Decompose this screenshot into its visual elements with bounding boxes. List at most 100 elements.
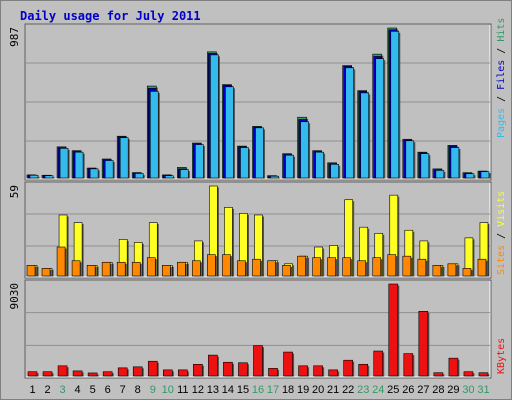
- bar-kbytes: [403, 353, 414, 377]
- y-max-label: 987: [8, 27, 21, 47]
- x-tick-label: 16: [252, 384, 264, 396]
- bar-kbytes: [313, 365, 323, 377]
- bar-kbytes: [178, 369, 188, 377]
- bar-kbytes: [147, 360, 158, 377]
- bar-sites: [327, 257, 336, 277]
- bar-kbytes: [223, 361, 233, 377]
- bar-kbytes: [253, 345, 263, 377]
- bar-pages: [74, 151, 84, 179]
- bar-sites: [447, 263, 457, 277]
- bar-sites: [26, 265, 36, 277]
- x-tick-label: 17: [267, 384, 279, 396]
- bar-pages: [360, 92, 370, 179]
- legend-pages-files-hits: Pages / Files / Hits: [496, 18, 507, 138]
- bar-sites: [192, 260, 201, 277]
- bar-sites: [161, 265, 171, 277]
- y-max-label: 9030: [8, 283, 21, 310]
- x-tick-label: 23: [357, 384, 369, 396]
- chart-title: Daily usage for July 2011: [20, 9, 201, 23]
- bar-kbytes: [448, 357, 459, 377]
- x-tick-label: 11: [177, 384, 188, 396]
- bar-pages: [465, 173, 475, 179]
- bar-sites: [417, 258, 427, 277]
- bar-kbytes: [42, 371, 53, 377]
- bar-pages: [315, 151, 324, 179]
- bar-sites: [71, 260, 81, 277]
- bar-pages: [180, 169, 189, 179]
- x-tick-label: 31: [477, 384, 489, 396]
- bar-sites: [116, 261, 126, 277]
- bar-pages: [450, 147, 460, 179]
- bar-kbytes: [433, 372, 444, 377]
- bar-kbytes: [193, 363, 203, 377]
- bar-sites: [146, 257, 156, 277]
- bar-sites: [372, 257, 382, 277]
- bar-sites: [477, 258, 487, 277]
- x-tick-label: 10: [162, 384, 174, 396]
- x-tick-label: 7: [120, 384, 126, 396]
- x-tick-label: 13: [207, 384, 219, 396]
- bar-kbytes: [283, 351, 293, 377]
- bar-sites: [357, 260, 367, 277]
- bar-pages: [59, 148, 69, 179]
- x-tick-label: 20: [312, 384, 324, 396]
- x-tick-label: 28: [432, 384, 444, 396]
- bar-kbytes: [117, 367, 128, 377]
- y-max-label: 59: [8, 185, 21, 198]
- bar-kbytes: [373, 350, 384, 377]
- bar-kbytes: [27, 371, 38, 377]
- x-tick-label: 30: [462, 384, 474, 396]
- x-tick-label: 24: [372, 384, 384, 396]
- bar-pages: [270, 175, 279, 179]
- x-tick-label: 1: [29, 384, 35, 396]
- x-tick-label: 27: [417, 384, 429, 396]
- x-tick-label: 25: [387, 384, 399, 396]
- bar-sites: [207, 254, 216, 277]
- bar-sites: [432, 265, 442, 277]
- bar-pages: [89, 168, 99, 179]
- bar-kbytes: [268, 368, 278, 377]
- x-tick-label: 3: [60, 384, 66, 396]
- bar-sites: [41, 268, 51, 277]
- bar-sites: [131, 261, 141, 277]
- bar-sites: [312, 257, 321, 277]
- bar-sites: [222, 254, 231, 277]
- bar-kbytes: [72, 370, 83, 377]
- x-tick-label: 12: [192, 384, 204, 396]
- bar-kbytes: [358, 363, 369, 377]
- bar-sites: [462, 268, 472, 277]
- bar-kbytes: [87, 372, 98, 377]
- x-tick-label: 15: [237, 384, 249, 396]
- bar-pages: [240, 147, 249, 179]
- bar-sites: [267, 260, 276, 277]
- bar-kbytes: [328, 369, 338, 377]
- bar-kbytes: [238, 362, 248, 377]
- bar-kbytes: [298, 365, 308, 377]
- bar-sites: [101, 261, 111, 277]
- bar-pages: [480, 171, 490, 179]
- bar-pages: [29, 174, 39, 179]
- bar-pages: [390, 31, 400, 179]
- bar-kbytes: [132, 366, 143, 377]
- x-tick-label: 9: [150, 384, 156, 396]
- bar-pages: [225, 86, 234, 179]
- bar-pages: [195, 144, 204, 179]
- bar-pages: [210, 54, 219, 179]
- bar-kbytes: [418, 311, 429, 377]
- bar-sites: [237, 260, 246, 277]
- x-tick-label: 29: [447, 384, 459, 396]
- x-tick-label: 26: [402, 384, 414, 396]
- bar-pages: [420, 153, 430, 179]
- bar-pages: [44, 175, 54, 179]
- bar-pages: [330, 164, 339, 179]
- x-tick-label: 2: [44, 384, 50, 396]
- bar-sites: [86, 265, 96, 277]
- bar-sites: [56, 246, 66, 277]
- x-tick-label: 19: [297, 384, 309, 396]
- bar-pages: [405, 140, 415, 179]
- bar-pages: [255, 127, 264, 179]
- bar-pages: [119, 137, 129, 179]
- x-tick-label: 14: [222, 384, 234, 396]
